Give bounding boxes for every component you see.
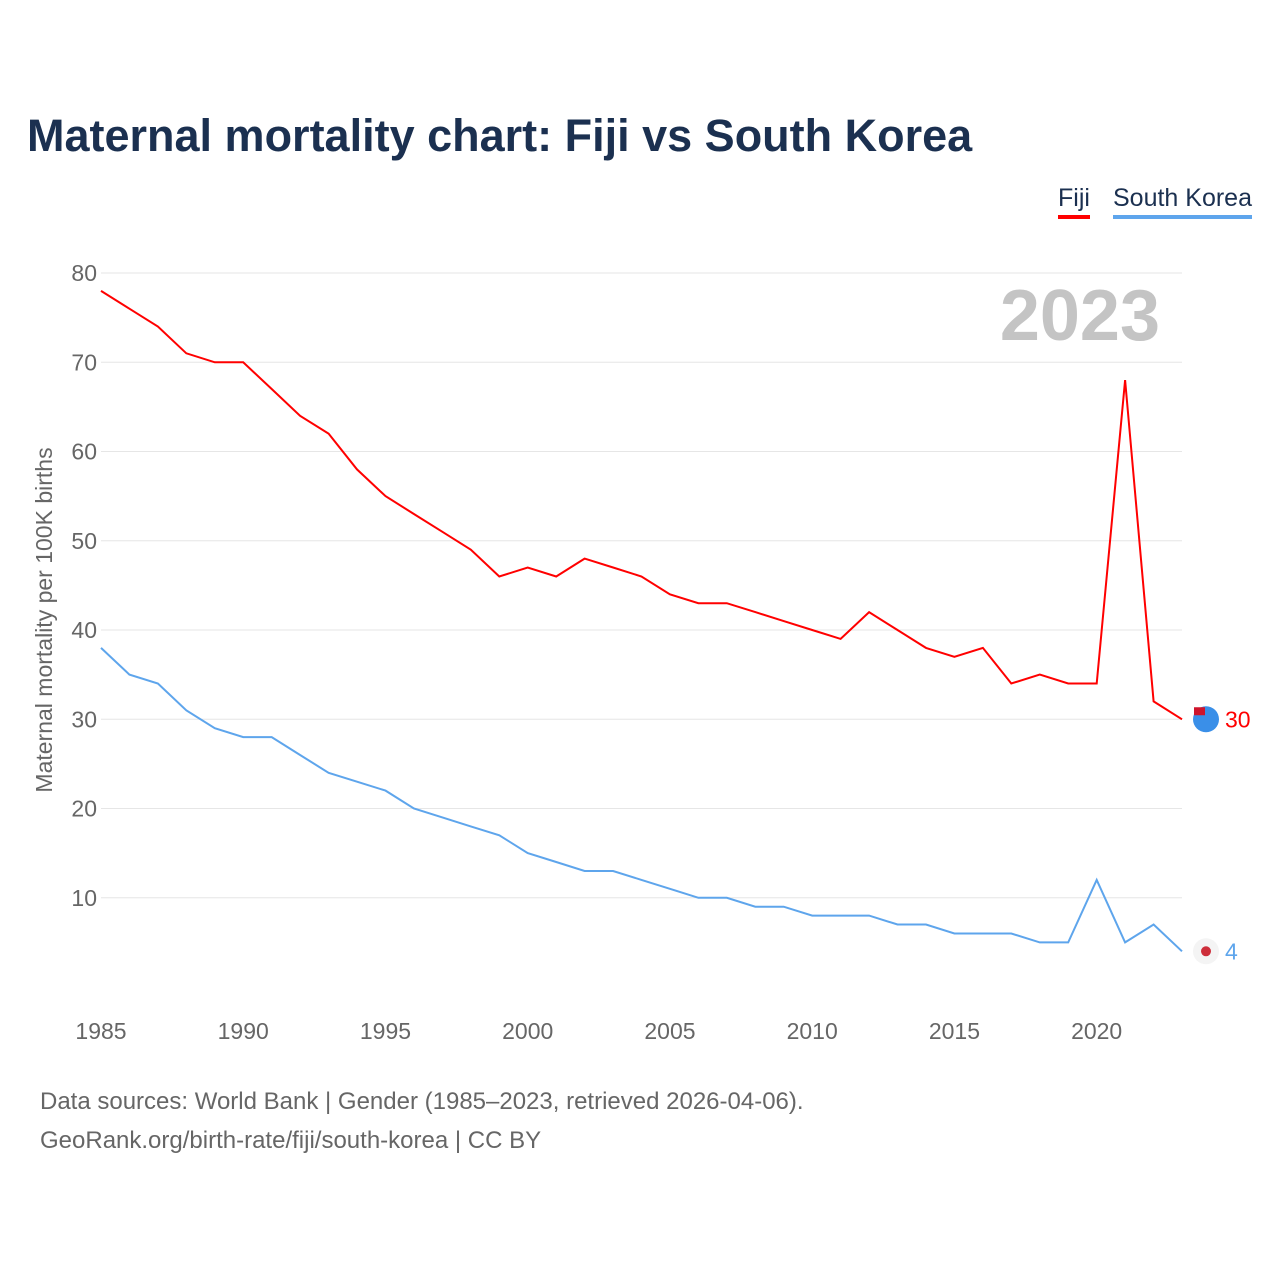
x-tick-label: 2000 (502, 1018, 553, 1044)
legend-south-korea[interactable]: South Korea (1113, 184, 1252, 219)
x-tick-label: 2005 (644, 1018, 695, 1044)
y-tick-label: 50 (71, 528, 97, 554)
source-url: GeoRank.org/birth-rate/fiji/south-korea … (40, 1127, 542, 1154)
y-tick-label: 30 (71, 706, 97, 732)
x-tick-label: 2015 (929, 1018, 980, 1044)
fiji-flag-icon (1194, 707, 1205, 716)
x-tick-label: 2020 (1071, 1018, 1122, 1044)
y-tick-label: 40 (71, 617, 97, 643)
x-tick-label: 1985 (75, 1018, 126, 1044)
chart-title: Maternal mortality chart: Fiji vs South … (27, 110, 973, 161)
source-text: Data sources: World Bank | Gender (1985–… (40, 1088, 804, 1115)
series-line-fiji (100, 290, 1183, 721)
end-value-label: 30 (1225, 706, 1251, 732)
x-tick-label: 2010 (787, 1018, 838, 1044)
y-tick-label: 10 (71, 885, 97, 911)
series-line-south-korea (100, 647, 1183, 953)
x-tick-label: 1990 (218, 1018, 269, 1044)
y-tick-label: 60 (71, 439, 97, 465)
end-value-label: 4 (1225, 938, 1238, 964)
legend-fiji[interactable]: Fiji (1058, 184, 1090, 219)
year-label: 2023 (1000, 276, 1160, 356)
y-axis-label: Maternal mortality per 100K births (31, 447, 57, 792)
x-tick-label: 1995 (360, 1018, 411, 1044)
y-tick-label: 80 (71, 260, 97, 286)
y-tick-label: 70 (71, 349, 97, 375)
south-korea-flag-icon (1201, 946, 1211, 957)
y-tick-label: 20 (71, 796, 97, 822)
